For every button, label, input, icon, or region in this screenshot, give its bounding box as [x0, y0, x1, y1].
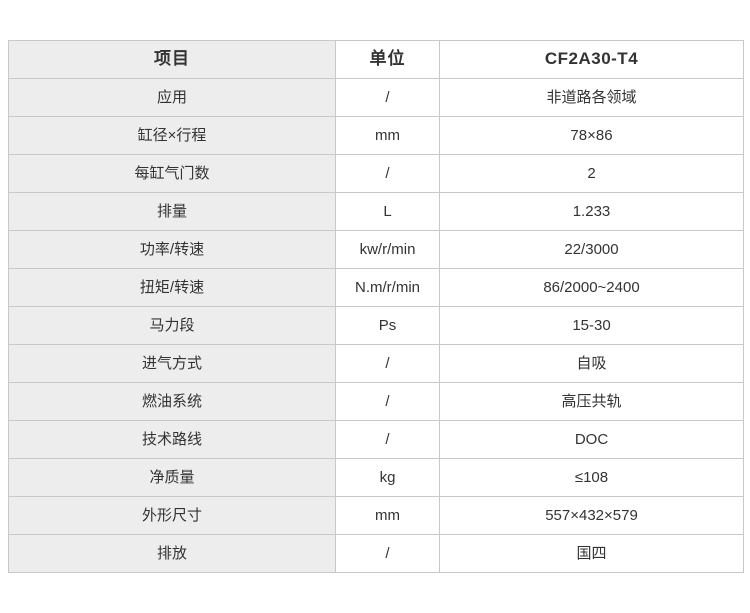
- value-cell: DOC: [439, 420, 744, 459]
- value-cell: 557×432×579: [439, 496, 744, 535]
- table-row: 功率/转速 kw/r/min 22/3000: [8, 230, 744, 269]
- header-unit-label: 单位: [335, 40, 440, 79]
- unit-cell: mm: [335, 496, 440, 535]
- table-row: 净质量 kg ≤108: [8, 458, 744, 497]
- spec-table-body: 应用 / 非道路各领域 缸径×行程 mm 78×86 每缸气门数/2 排量 L 1.233 功率/转…: [8, 78, 744, 573]
- value-cell: 78×86: [439, 116, 744, 155]
- unit-cell: /: [335, 154, 440, 193]
- item-cell: 外形尺寸: [8, 496, 336, 535]
- unit-cell: /: [335, 420, 440, 459]
- item-cell: 功率/转速: [8, 230, 336, 269]
- engine-spec-table: 项目 单位 CF2A30-T4 应用 / 非道路各领域 缸径×行程 mm 78×86 每缸气…: [8, 40, 744, 573]
- value-cell: 22/3000: [439, 230, 744, 269]
- unit-cell: /: [335, 78, 440, 117]
- value-cell: 高压共轨: [439, 382, 744, 421]
- value-cell: 非道路各领域: [439, 78, 744, 117]
- unit-cell: mm: [335, 116, 440, 155]
- header-model-label: CF2A30-T4: [439, 40, 744, 79]
- value-cell: 自吸: [439, 344, 744, 383]
- item-cell: 每缸气门数: [8, 154, 336, 193]
- item-cell: 应用: [8, 78, 336, 117]
- value-cell: 15-30: [439, 306, 744, 345]
- value-cell: 86/2000~2400: [439, 268, 744, 307]
- item-cell: 进气方式: [8, 344, 336, 383]
- item-cell: 扭矩/转速: [8, 268, 336, 307]
- item-cell: 缸径×行程: [8, 116, 336, 155]
- table-row: 排放 / 国四: [8, 534, 744, 573]
- unit-cell: /: [335, 382, 440, 421]
- item-cell: 燃油系统: [8, 382, 336, 421]
- table-row: 燃油系统 / 高压共轨: [8, 382, 744, 421]
- value-cell: 1.233: [439, 192, 744, 231]
- item-cell: 排放: [8, 534, 336, 573]
- table-row: 扭矩/转速 N.m/r/min 86/2000~2400: [8, 268, 744, 307]
- header-row: 项目 单位 CF2A30-T4: [8, 40, 744, 79]
- unit-cell: kg: [335, 458, 440, 497]
- unit-cell: kw/r/min: [335, 230, 440, 269]
- table-row: 应用 / 非道路各领域: [8, 78, 744, 117]
- header-item-label: 项目: [8, 40, 336, 79]
- unit-cell: Ps: [335, 306, 440, 345]
- table-row: 技术路线 / DOC: [8, 420, 744, 459]
- table-row: 马力段 Ps 15-30: [8, 306, 744, 345]
- table-row: 外形尺寸 mm 557×432×579: [8, 496, 744, 535]
- unit-cell: N.m/r/min: [335, 268, 440, 307]
- item-cell: 马力段: [8, 306, 336, 345]
- table-row: 缸径×行程 mm 78×86: [8, 116, 744, 155]
- unit-cell: /: [335, 344, 440, 383]
- unit-cell: /: [335, 534, 440, 573]
- item-cell: 排量: [8, 192, 336, 231]
- value-cell: 国四: [439, 534, 744, 573]
- item-cell: 净质量: [8, 458, 336, 497]
- value-cell: ≤108: [439, 458, 744, 497]
- unit-cell: L: [335, 192, 440, 231]
- table-row: 每缸气门数/2: [8, 154, 744, 193]
- table-row: 进气方式 / 自吸: [8, 344, 744, 383]
- value-cell: 2: [439, 154, 744, 193]
- item-cell: 技术路线: [8, 420, 336, 459]
- table-row: 排量 L 1.233: [8, 192, 744, 231]
